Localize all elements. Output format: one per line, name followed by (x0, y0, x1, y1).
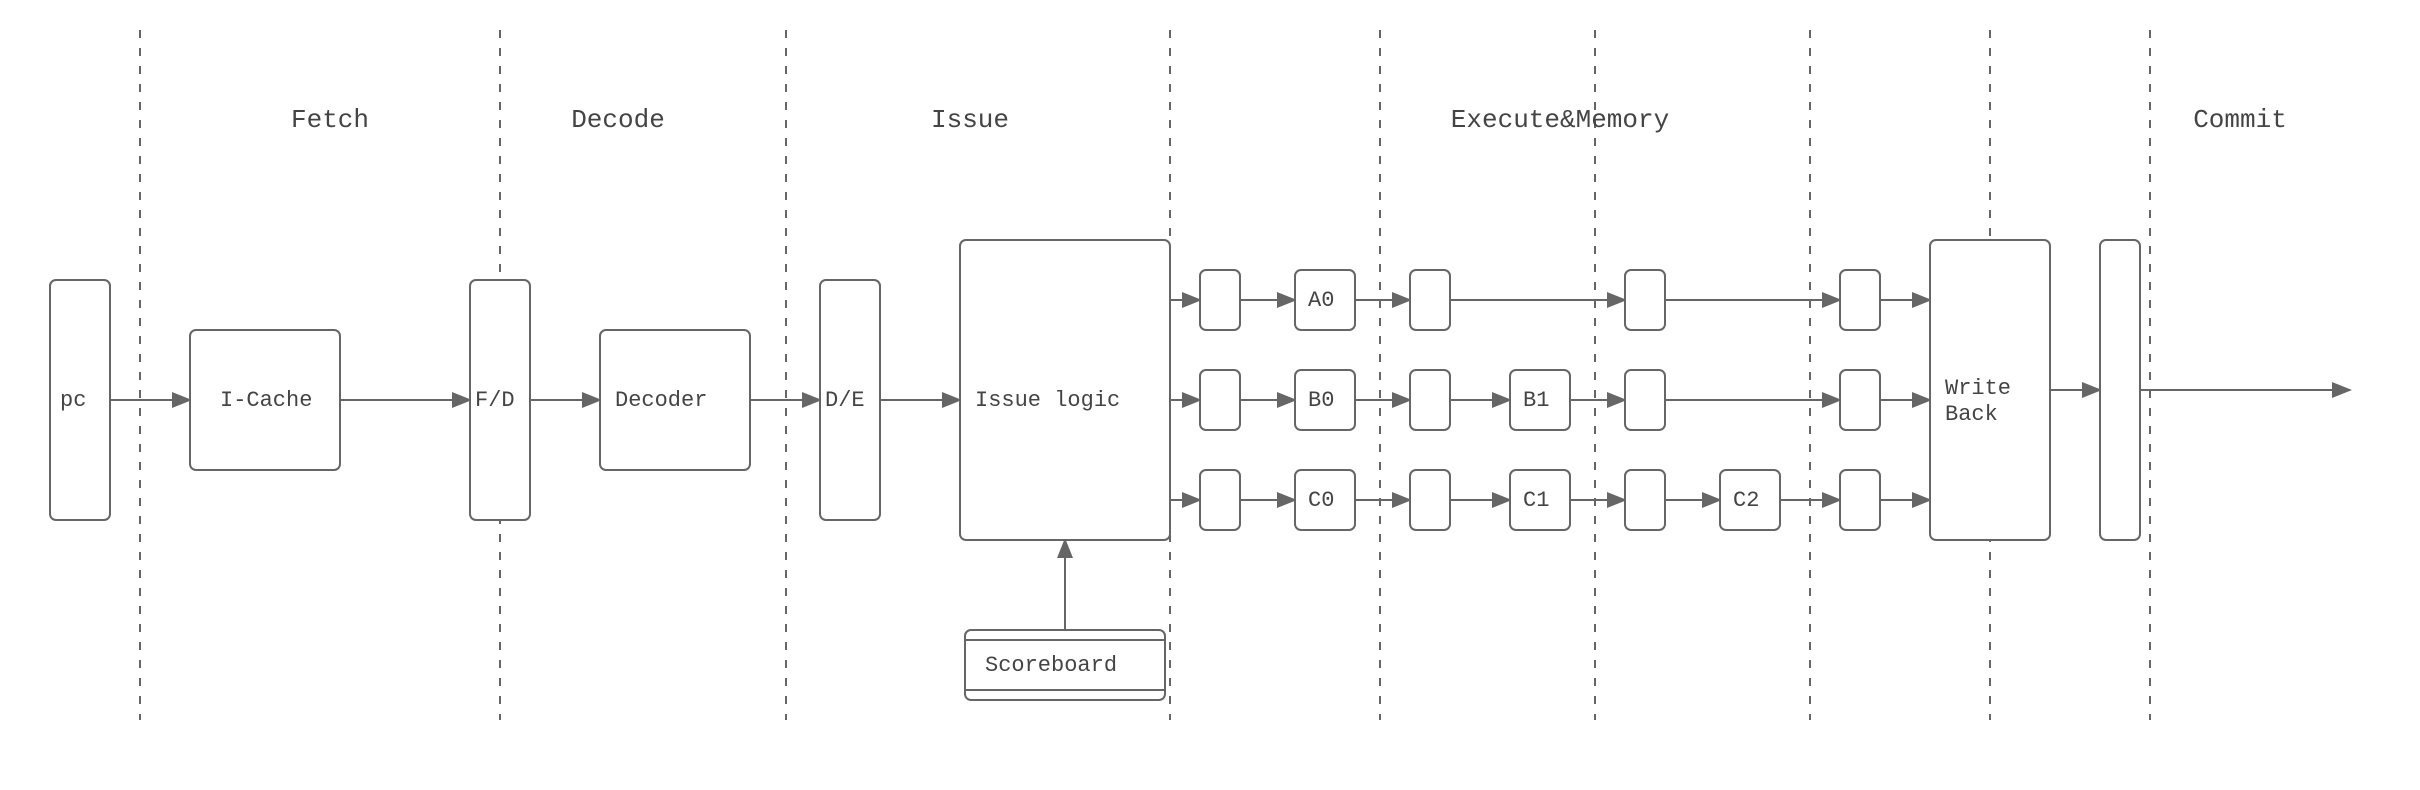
node-B0: B0 (1295, 370, 1355, 430)
node-rC0 (1200, 470, 1240, 530)
node-issue: Issue logic (960, 240, 1170, 540)
node-rC1 (1410, 470, 1450, 530)
node-A0: A0 (1295, 270, 1355, 330)
stage-label-commit: Commit (2193, 105, 2287, 135)
node-rB0 (1200, 370, 1240, 430)
node-label-score: Scoreboard (985, 653, 1117, 678)
stage-label-issue: Issue (931, 105, 1009, 135)
node-label-C2: C2 (1733, 488, 1759, 513)
node-de: D/E (820, 280, 880, 520)
stage-label-decode: Decode (571, 105, 665, 135)
node-fd: F/D (470, 280, 530, 520)
node-rA0 (1200, 270, 1240, 330)
node-rC3 (1840, 470, 1880, 530)
node-label2-wb: Back (1945, 402, 1998, 427)
stage-label-exec: Execute&Memory (1451, 105, 1669, 135)
node-label-B1: B1 (1523, 388, 1549, 413)
node-C2: C2 (1720, 470, 1780, 530)
node-score: Scoreboard (965, 630, 1165, 700)
node-rA1 (1410, 270, 1450, 330)
node-label-C0: C0 (1308, 488, 1334, 513)
node-decoder: Decoder (600, 330, 750, 470)
node-label-fd: F/D (475, 388, 515, 413)
node-rCommit (2100, 240, 2140, 540)
node-icache: I-Cache (190, 330, 340, 470)
node-rB2 (1625, 370, 1665, 430)
node-label-icache: I-Cache (220, 388, 312, 413)
node-rC2 (1625, 470, 1665, 530)
node-pc: pc (50, 280, 110, 520)
node-C0: C0 (1295, 470, 1355, 530)
node-label-A0: A0 (1308, 288, 1334, 313)
node-label-wb: Write (1945, 376, 2011, 401)
node-label-C1: C1 (1523, 488, 1549, 513)
node-C1: C1 (1510, 470, 1570, 530)
node-rA2 (1625, 270, 1665, 330)
node-B1: B1 (1510, 370, 1570, 430)
node-label-B0: B0 (1308, 388, 1334, 413)
node-wb: WriteBack (1930, 240, 2050, 540)
node-label-de: D/E (825, 388, 865, 413)
stage-label-fetch: Fetch (291, 105, 369, 135)
node-label-issue: Issue logic (975, 388, 1120, 413)
node-rB1 (1410, 370, 1450, 430)
node-label-decoder: Decoder (615, 388, 707, 413)
node-label-pc: pc (60, 388, 86, 413)
pipeline-diagram: pc I-Cache F/D Decoder D/E Issue logic Scorebo… (0, 0, 2420, 790)
node-rA3 (1840, 270, 1880, 330)
node-rB3 (1840, 370, 1880, 430)
